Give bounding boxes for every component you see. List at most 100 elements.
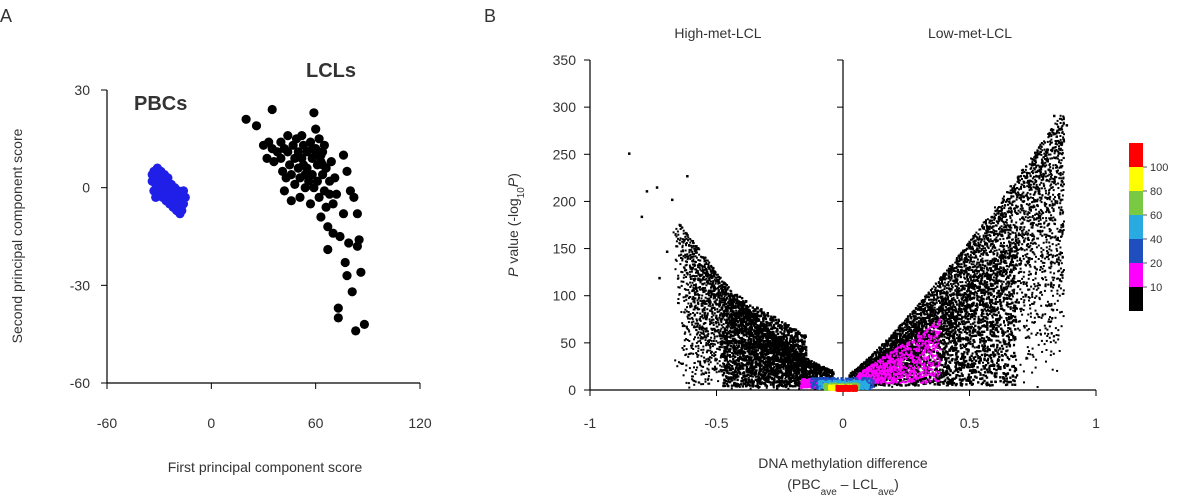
lcl-point xyxy=(286,196,296,206)
y-axis-title: P value (-log10P) xyxy=(505,173,527,277)
lcl-point xyxy=(307,170,317,180)
lcl-point xyxy=(330,173,340,183)
y-axis-title: Second principal component score xyxy=(9,128,25,343)
legend-swatch xyxy=(1129,239,1143,263)
lcl-point xyxy=(319,140,329,150)
lcl-point xyxy=(267,104,277,115)
region-label-high-met: High-met-LCL xyxy=(674,25,761,41)
x-tick-label: -60 xyxy=(97,415,117,431)
lcl-point xyxy=(251,121,262,131)
lcl-point xyxy=(269,157,279,167)
y-tick-label: 350 xyxy=(553,52,577,68)
legend-level-label: 80 xyxy=(1150,186,1162,198)
lcl-point xyxy=(338,150,349,160)
lcl-point xyxy=(285,160,295,170)
lcl-point xyxy=(333,313,343,323)
pbc-point xyxy=(180,192,190,202)
lcl-point xyxy=(352,209,362,219)
legend-swatch xyxy=(1129,215,1143,239)
y-tick-label: 100 xyxy=(553,288,577,304)
lcl-point xyxy=(340,257,350,268)
lcl-point xyxy=(314,134,324,144)
y-tick-label: 0 xyxy=(568,382,576,398)
lcl-point xyxy=(325,189,335,199)
lcl-point xyxy=(312,176,322,186)
legend-swatch xyxy=(1129,143,1143,167)
a-data-points xyxy=(147,104,369,336)
b-axis-ticks: -1 -0.5 0 0.5 1 0 50 100 150 200 250 300 350 xyxy=(553,52,1100,431)
x-tick-label: 1 xyxy=(1092,415,1100,431)
pca-scatter-plot: -60 0 60 120 30 0 -30 -60 PBCs LCLs First princ… xyxy=(9,60,432,475)
lcl-point xyxy=(328,228,338,238)
x-tick-label: 120 xyxy=(408,415,432,431)
legend-level-label: 60 xyxy=(1150,210,1162,222)
lcl-point xyxy=(262,153,272,163)
x-tick-label: 0 xyxy=(839,415,847,431)
lcl-point xyxy=(323,244,333,255)
lcl-point xyxy=(331,189,342,199)
lcl-point xyxy=(276,153,286,163)
y-tick-label: 30 xyxy=(74,82,90,98)
x-tick-label: 0.5 xyxy=(960,415,980,431)
lcl-point xyxy=(316,212,326,222)
y-tick-label: -30 xyxy=(70,277,90,293)
legend-level-label: 40 xyxy=(1150,234,1162,246)
legend-level-label: 10 xyxy=(1150,282,1162,294)
y-tick-label: -60 xyxy=(70,375,90,391)
legend-label-pbcs: PBCs xyxy=(134,93,187,115)
lcl-point xyxy=(359,319,369,329)
y-tick-label: 250 xyxy=(553,146,577,162)
lcl-point xyxy=(286,170,296,180)
lcl-point xyxy=(318,160,328,170)
lcl-point xyxy=(295,192,305,202)
lcl-point xyxy=(354,235,364,245)
lcl-point xyxy=(321,202,331,212)
legend-level-label: 100 xyxy=(1150,162,1168,174)
volcano-plot: High-met-LCL Low-met-LCL -1 -0.5 0 0.5 10501… xyxy=(505,25,1168,496)
lcl-point xyxy=(344,238,354,248)
x-axis-title: First principal component score xyxy=(168,459,363,475)
x-axis-subtitle: (PBCave – LCLave) xyxy=(787,476,899,496)
legend-swatch xyxy=(1129,287,1143,311)
panel-label-b: B xyxy=(484,6,496,26)
lcl-point xyxy=(302,163,312,173)
x-tick-label: 60 xyxy=(308,415,324,431)
x-tick-label: 0 xyxy=(207,415,215,431)
pbc-point xyxy=(147,170,157,180)
lcl-point xyxy=(283,147,293,157)
lcl-point xyxy=(309,108,319,118)
lcl-point xyxy=(279,186,289,196)
y-tick-label: 150 xyxy=(553,241,577,257)
x-tick-label: -0.5 xyxy=(704,415,728,431)
y-tick-label: 200 xyxy=(553,193,577,209)
x-axis-title: DNA methylation difference xyxy=(758,455,928,471)
lcl-point xyxy=(342,166,352,176)
lcl-point xyxy=(333,303,343,313)
region-label-low-met: Low-met-LCL xyxy=(928,25,1012,41)
lcl-point xyxy=(342,271,352,281)
lcl-point xyxy=(328,199,338,209)
lcl-point xyxy=(307,144,317,154)
lcl-point xyxy=(314,192,324,202)
a-axis-ticks: -60 0 60 120 30 0 -30 -60 xyxy=(70,82,432,431)
pbc-point xyxy=(151,192,161,202)
legend-swatch xyxy=(1129,191,1143,215)
x-tick-label: -1 xyxy=(584,415,597,431)
density-color-legend: 100 80 60 40 20 10 xyxy=(1129,143,1168,311)
y-tick-label: 0 xyxy=(82,180,90,196)
outlier-points xyxy=(628,114,1069,280)
lcl-point xyxy=(351,326,361,336)
lcl-point xyxy=(335,231,345,242)
lcl-point xyxy=(311,124,321,134)
pbc-point xyxy=(177,205,187,216)
lcl-point xyxy=(347,287,357,297)
lcl-point xyxy=(283,131,293,141)
lcl-point xyxy=(326,157,336,167)
lcl-point xyxy=(241,114,251,124)
lcl-point xyxy=(356,267,366,277)
b-density-cloud xyxy=(628,114,1069,392)
y-tick-label: 300 xyxy=(553,99,577,115)
legend-level-label: 20 xyxy=(1150,258,1162,270)
legend-label-lcls: LCLs xyxy=(306,60,356,82)
